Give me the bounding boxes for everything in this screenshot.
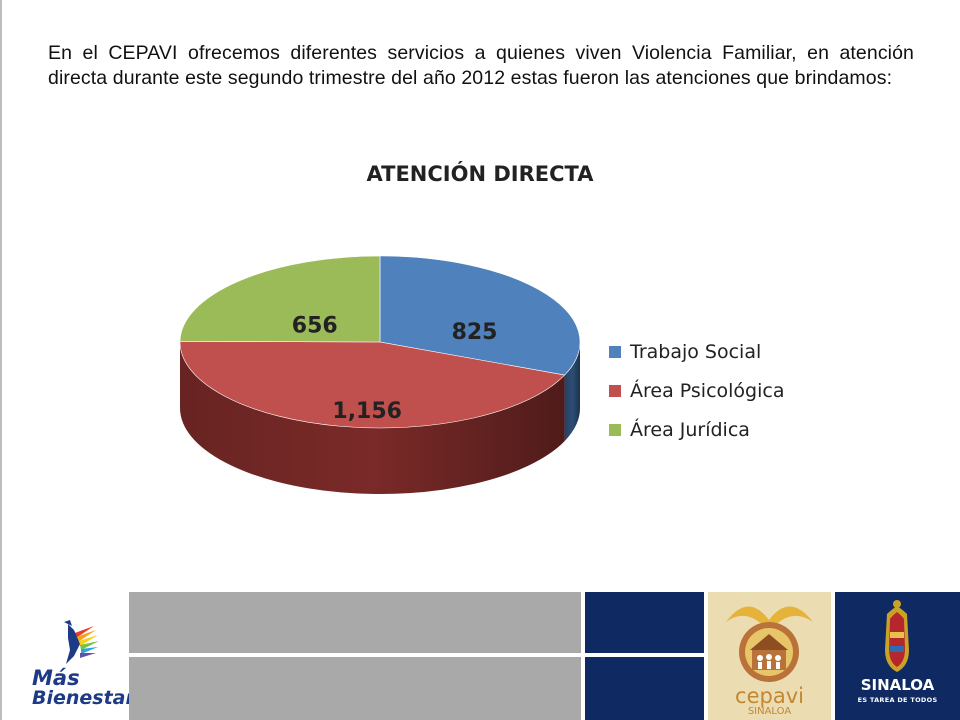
legend-label-area-juridica: Área Jurídica [630,418,750,441]
pie-slice-trabajo-social [379,255,581,376]
pie-side-group [180,342,580,494]
footer-gray-panel-bottom [129,657,581,720]
legend-item-area-juridica: Área Jurídica [609,410,784,449]
legend-item-area-psicologica: Área Psicológica [609,371,784,410]
sinaloa-name: SINALOA [860,676,935,694]
sinaloa-logo: SINALOA ES TAREA DE TODOS [835,592,960,720]
footer-gray-panel-top [129,592,581,653]
bienestar-word: Bienestar [32,687,135,709]
legend-item-trabajo-social: Trabajo Social [609,332,784,371]
pie-slice-area-juridica [179,255,381,343]
cepavi-emblem-icon [726,606,813,682]
legend-swatch-area-juridica [609,423,621,436]
cepavi-name: cepavi [735,684,804,708]
pie-side-shade-trabajo-social [564,342,580,442]
pie-top-group [179,255,581,429]
legend-swatch-area-psicologica [609,384,621,397]
mas-bienestar-logo: Más Bienestar [14,610,135,710]
left-border [0,0,2,720]
footer-navy-panel-top [585,592,704,653]
chart-legend: Trabajo Social Área Psicológica Área Juríd… [609,332,784,449]
legend-label-trabajo-social: Trabajo Social [630,340,762,363]
footer-navy-panel-bottom [585,657,704,720]
sinaloa-shield-icon [885,600,909,672]
pie-slice-area-psicologica [179,341,566,429]
hummingbird-icon [64,620,99,664]
mas-bienestar-text: Más Bienestar [32,666,135,709]
pie-data-label-area-juridica: 656 [292,313,338,338]
pie-label-group: 825 1,156 656 [292,313,498,424]
pie-data-label-area-psicologica: 1,156 [332,399,402,424]
intro-paragraph: En el CEPAVI ofrecemos diferentes servic… [48,42,914,89]
footer-bar: Más Bienestar cepavi SINALOA [0,590,960,720]
cepavi-subtitle: SINALOA [747,706,792,717]
pie-side-shade-area-psicologica [180,342,565,494]
legend-swatch-trabajo-social [609,345,621,358]
legend-label-area-psicologica: Área Psicológica [630,379,785,402]
chart-title: ATENCIÓN DIRECTA [366,162,594,186]
mas-word: Más [32,666,80,690]
pie-data-label-trabajo-social: 825 [452,320,498,345]
cepavi-logo: cepavi SINALOA [708,592,831,720]
sinaloa-tagline: ES TAREA DE TODOS [857,696,938,704]
